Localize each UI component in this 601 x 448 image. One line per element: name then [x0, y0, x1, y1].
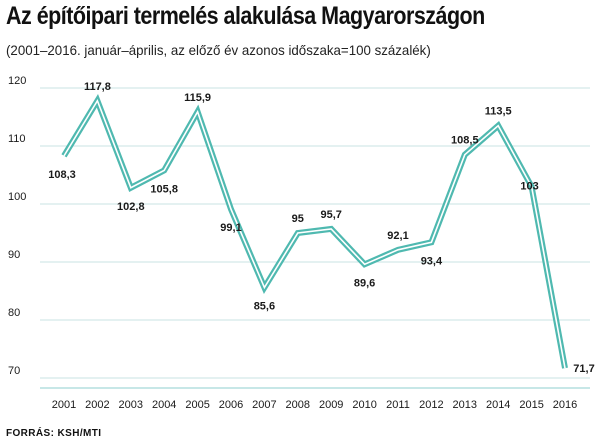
data-label: 108,3: [48, 169, 76, 181]
data-label: 102,8: [117, 201, 145, 213]
y-tick-label: 70: [8, 365, 20, 377]
series-line-group: [61, 93, 568, 369]
chart-title: Az építőipari termelés alakulása Magyaro…: [6, 2, 485, 30]
data-label: 92,1: [387, 230, 408, 242]
data-label: 71,7: [573, 363, 594, 375]
series-line-outline: [61, 93, 568, 369]
x-tick-label: 2008: [286, 399, 310, 411]
chart-source: FORRÁS: KSH/MTI: [6, 428, 102, 439]
x-tick-label: 2002: [85, 399, 109, 411]
x-tick-label: 2005: [185, 399, 209, 411]
y-tick-label: 100: [8, 191, 26, 203]
x-tick-label: 2007: [252, 399, 276, 411]
data-label: 113,5: [485, 106, 512, 118]
x-tick-label: 2006: [219, 399, 243, 411]
x-tick-label: 2016: [553, 399, 577, 411]
axes: 70 80 90 100 110 120 2001 2002 2003 2004 2005 2006 2…: [8, 75, 590, 411]
x-tick-label: 2013: [453, 399, 477, 411]
data-label: 115,9: [184, 92, 211, 104]
x-tick-label: 2014: [486, 399, 510, 411]
x-tick-label: 2010: [352, 399, 376, 411]
gridlines: [40, 87, 590, 379]
data-label: 85,6: [254, 301, 275, 313]
y-tick-label: 90: [8, 249, 20, 261]
data-label: 89,6: [354, 277, 375, 289]
x-tick-label: 2015: [519, 399, 543, 411]
y-tick-label: 80: [8, 307, 20, 319]
x-tick-label: 2009: [319, 399, 343, 411]
data-label: 103: [520, 181, 538, 193]
data-label: 95,7: [320, 209, 341, 221]
chart-subtitle: (2001–2016. január–április, az előző év …: [6, 42, 431, 58]
x-tick-label: 2001: [52, 399, 76, 411]
y-tick-label: 110: [8, 133, 26, 145]
data-label: 105,8: [150, 183, 178, 195]
data-label: 108,5: [451, 135, 479, 147]
data-labels: 108,3 117,8 102,8 105,8 115,9 99,1 85,6 95 95,7 8…: [48, 81, 594, 375]
data-label: 117,8: [84, 81, 111, 93]
series-line-inner: [63, 98, 566, 369]
x-tick-label: 2012: [419, 399, 443, 411]
x-tick-label: 2004: [152, 399, 176, 411]
data-label: 95: [292, 213, 304, 225]
x-tick-label: 2003: [119, 399, 143, 411]
data-label: 99,1: [220, 222, 241, 234]
y-tick-label: 120: [8, 75, 26, 87]
data-label: 93,4: [421, 255, 443, 267]
x-tick-label: 2011: [386, 399, 410, 411]
